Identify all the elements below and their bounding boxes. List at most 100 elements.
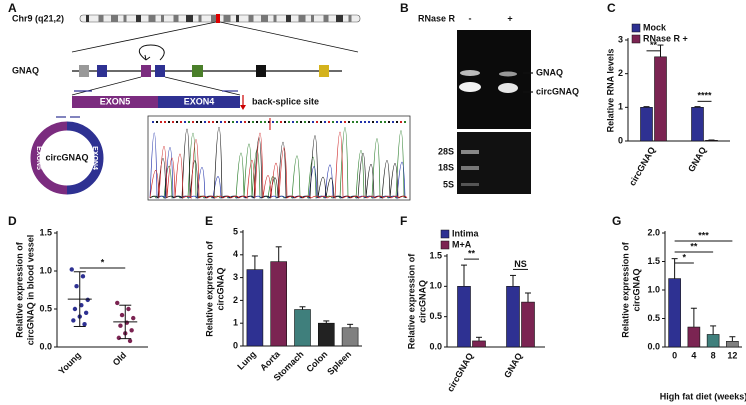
y-tick-label: 0 — [618, 135, 623, 145]
y-tick-label: 0 — [233, 340, 238, 350]
x-axis-label: High fat diet (weeks) — [660, 391, 746, 401]
y-tick-label: 1.5 — [429, 250, 442, 260]
x-tick-label: 0 — [672, 350, 677, 360]
base-call — [212, 121, 214, 123]
data-point — [116, 335, 122, 341]
bar — [341, 327, 359, 347]
base-call — [272, 121, 274, 123]
y-tick-label: 4 — [233, 249, 238, 259]
base-call — [352, 121, 354, 123]
y-axis-label: circGNAQ — [215, 267, 225, 310]
band-label: GNAQ — [536, 67, 563, 77]
chromosome-label: Chr9 (q21,2) — [12, 13, 64, 23]
base-call — [192, 121, 194, 123]
y-tick-label: 3 — [618, 34, 623, 44]
base-call — [348, 121, 350, 123]
data-point — [83, 310, 89, 315]
panel-label: F — [400, 214, 407, 228]
ideogram-band — [86, 15, 89, 22]
base-call — [384, 121, 386, 123]
exon — [97, 65, 107, 77]
base-call — [336, 121, 338, 123]
base-call — [292, 121, 294, 123]
base-call — [224, 121, 226, 123]
base-call — [164, 121, 166, 123]
circ-exon4 — [66, 121, 104, 195]
base-call — [396, 121, 398, 123]
y-axis-label: circGNAQ in blood vessel — [25, 235, 35, 346]
chromatogram-traces — [149, 121, 408, 200]
ideogram-band — [198, 15, 202, 22]
base-call — [256, 121, 258, 123]
y-axis-label: Relative expression of — [204, 240, 214, 337]
annotation: back-splice site — [252, 96, 319, 106]
data-point — [126, 306, 131, 312]
x-tick-label: 8 — [711, 350, 716, 360]
exon — [141, 65, 151, 77]
ideogram-band — [298, 15, 306, 22]
exon-label: EXON5 — [100, 96, 131, 106]
base-call — [260, 121, 262, 123]
exon — [192, 65, 203, 77]
zoom-line — [219, 21, 359, 53]
y-tick-label: 1.0 — [647, 284, 660, 294]
x-tick-label: GNAQ — [686, 145, 708, 173]
gel-band — [461, 150, 479, 154]
gel-band — [461, 166, 479, 170]
splice-arc — [138, 44, 165, 61]
y-tick-label: 1.5 — [647, 256, 660, 266]
bar — [270, 261, 288, 347]
base-call — [156, 121, 158, 123]
y-axis-label: Relative expression of — [620, 241, 630, 338]
base-call — [304, 121, 306, 123]
panel-label: D — [8, 214, 17, 228]
base-call — [344, 121, 346, 123]
data-point — [118, 323, 123, 328]
base-call — [372, 121, 374, 123]
bar — [521, 301, 535, 348]
y-tick-label: 1.5 — [39, 227, 52, 237]
ideogram-band — [98, 15, 104, 22]
data-point — [85, 297, 90, 303]
base-call — [316, 121, 318, 123]
bar — [294, 309, 311, 347]
y-axis-label: Relative expression of — [14, 241, 24, 338]
y-axis-label: circGNAQ — [631, 268, 641, 311]
circ-exon5 — [30, 121, 68, 195]
ideogram-band — [261, 15, 268, 22]
base-call — [320, 121, 322, 123]
bar — [506, 286, 520, 348]
ideogram-bands — [86, 15, 352, 22]
rrna-label: 5S — [443, 179, 454, 189]
base-call — [328, 121, 330, 123]
base-call — [376, 121, 378, 123]
base-call — [208, 121, 210, 123]
splice-arrow — [144, 54, 151, 61]
circle-exon-label: EXON4 — [91, 146, 98, 170]
ideogram-band — [161, 15, 164, 22]
base-call — [388, 121, 390, 123]
rrna-label: 18S — [438, 162, 454, 172]
base-call — [308, 121, 310, 123]
ideogram-band — [323, 15, 329, 22]
y-axis-label: Relative RNA levels — [605, 49, 615, 133]
base-call — [244, 121, 246, 123]
exon — [319, 65, 329, 77]
y-axis-label: circGNAQ — [417, 280, 427, 323]
base-call — [160, 121, 162, 123]
y-tick-label: 2 — [618, 68, 623, 78]
base-call — [288, 121, 290, 123]
significance-label: ** — [690, 241, 698, 251]
base-call — [276, 121, 278, 123]
panel-label: E — [205, 214, 213, 228]
lane-label: + — [507, 13, 512, 23]
data-point — [127, 338, 133, 344]
ideogram-band — [186, 15, 193, 22]
base-call — [380, 121, 382, 123]
ideogram-band — [136, 15, 141, 22]
x-tick-label: 12 — [727, 350, 737, 360]
base-call — [180, 121, 182, 123]
legend-swatch — [440, 240, 450, 250]
ideogram-band — [336, 15, 343, 22]
